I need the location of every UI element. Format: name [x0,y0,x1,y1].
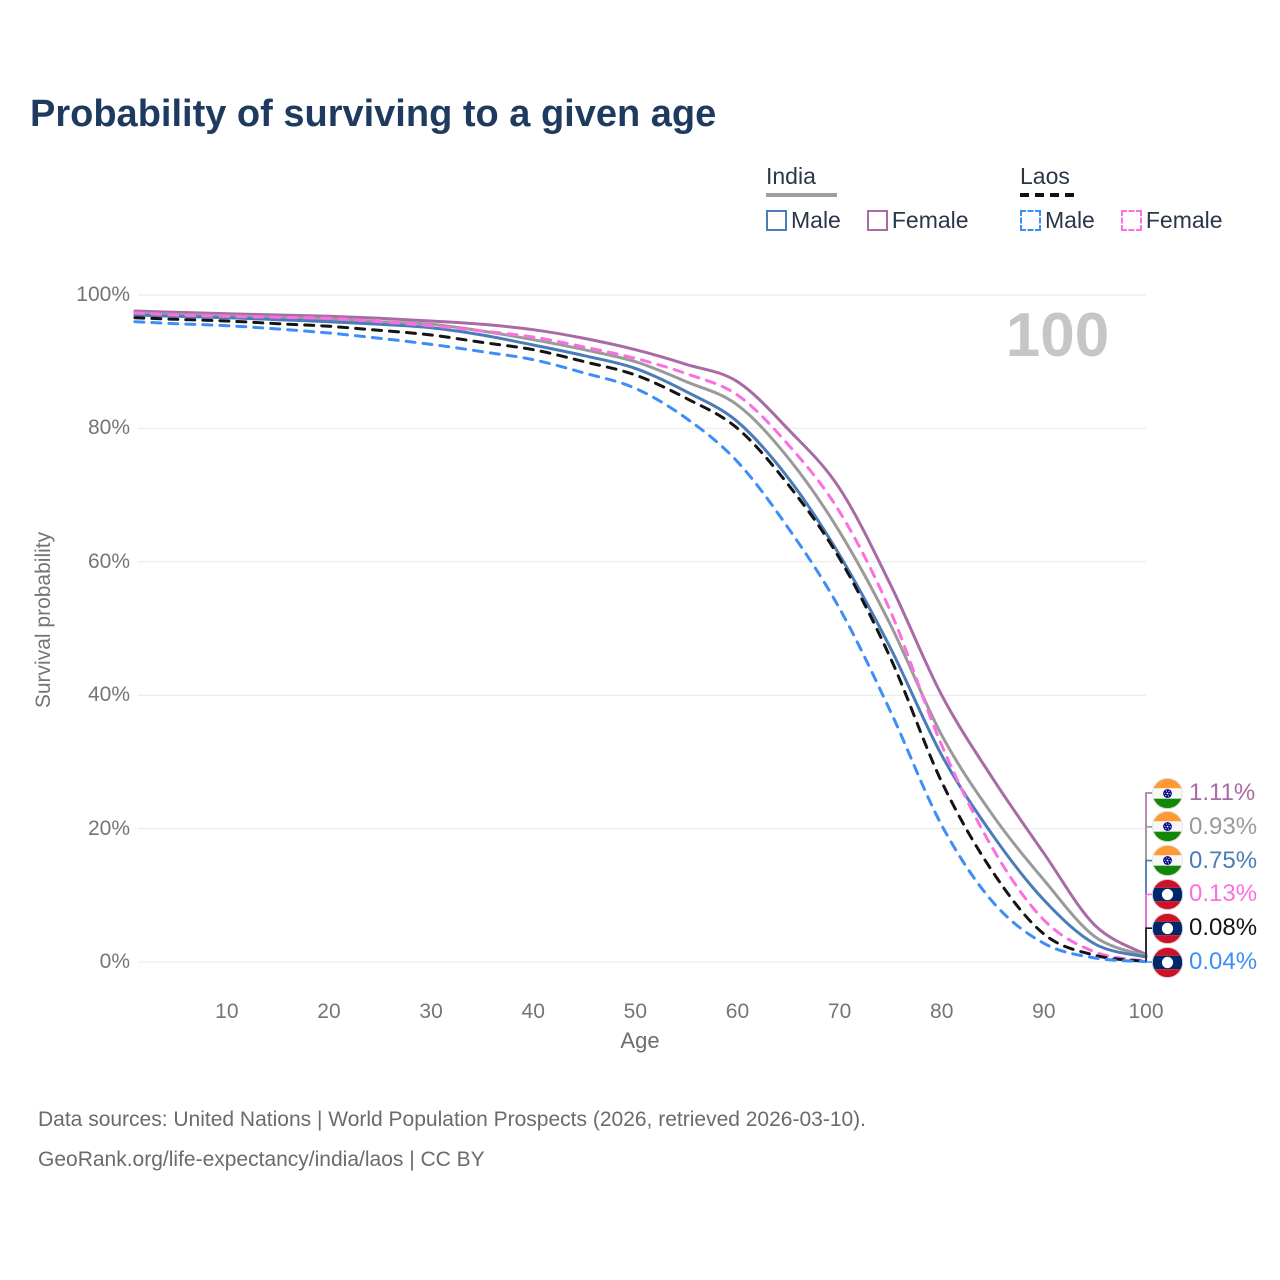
end-label-value: 0.13% [1189,880,1258,908]
legend-linestyle-sample [766,193,837,197]
x-axis-title: Age [620,1028,660,1053]
legend-linestyle-sample [1020,193,1078,197]
footer-attribution: GeoRank.org/life-expectancy/india/laos |… [38,1148,485,1171]
x-tick-label: 80 [930,1000,954,1023]
x-tick-label: 70 [827,1000,852,1023]
legend-country-label: India [766,163,816,189]
end-label-value: 0.08% [1189,914,1258,942]
legend-item-label: Male [1045,207,1095,233]
series-line-india-female [133,309,1148,957]
x-tick-label: 20 [317,1000,341,1023]
series-line-laos-female [133,311,1148,963]
legend-toggle-laos-female[interactable]: Female [1120,207,1223,234]
end-label-value: 0.75% [1189,846,1258,874]
checkbox-icon[interactable] [766,210,787,231]
y-tick-label: 0% [99,950,130,973]
laos-flag-icon [1152,878,1183,910]
hovered-age-indicator: 100 [1005,301,1110,370]
india-flag-icon [1152,777,1183,809]
legend-toggle-india-female[interactable]: Female [866,207,969,234]
legend-group-laos: Laos Male Female [1020,163,1223,234]
x-tick-label: 100 [1128,1000,1164,1023]
y-axis-title: Survival probability [32,531,55,709]
end-label-row: 0.93% [1152,811,1258,843]
series-line-laos-all- [133,316,1148,963]
end-label-value: 1.11% [1189,779,1256,806]
legend-toggle-india-male[interactable]: Male [766,207,841,234]
x-tick-label: 30 [419,1000,443,1023]
series-line-laos-male [133,320,1148,964]
legend-toggle-laos-male[interactable]: Male [1020,207,1095,234]
leader-line [1145,927,1152,962]
india-flag-icon [1152,811,1183,843]
y-tick-label: 80% [87,416,130,440]
legend-country-label: Laos [1020,163,1070,189]
legend-item-label: Female [1145,207,1223,233]
end-label-row: 0.75% [1152,845,1258,877]
x-tick-label: 50 [623,1000,648,1023]
checkbox-icon[interactable] [1120,210,1142,231]
x-tick-label: 90 [1032,1000,1056,1023]
laos-flag-icon [1152,912,1183,944]
y-tick-label: 60% [87,549,130,573]
x-tick-label: 40 [521,1000,545,1023]
chart-title: Probability of surviving to a given age [30,93,717,135]
series-line-india-all- [133,311,1148,958]
laos-flag-icon [1152,946,1183,978]
end-label-value: 0.93% [1189,812,1258,840]
end-label-row: 0.13% [1152,878,1258,910]
end-label-connectors [1145,792,1152,963]
end-label-row: 0.08% [1152,912,1258,944]
x-tick-label: 10 [215,1000,239,1023]
footer-sources: Data sources: United Nations | World Pop… [38,1108,867,1131]
end-label-value: 0.04% [1189,948,1258,975]
y-tick-label: 40% [87,683,130,707]
y-tick-label: 20% [87,816,130,840]
end-label-row: 0.04% [1152,946,1258,978]
checkbox-icon[interactable] [1020,210,1041,231]
end-label-row: 1.11% [1152,777,1256,809]
checkbox-icon[interactable] [866,210,888,231]
gridlines [138,294,1146,963]
legend-group-india: India Male Female [766,163,969,234]
legend-item-label: Male [791,207,841,233]
legend-item-label: Female [891,207,969,233]
series-line-india-male [133,313,1148,959]
series-curves [133,309,1148,964]
india-flag-icon [1152,845,1183,877]
y-tick-label: 100% [76,283,130,306]
x-tick-label: 60 [725,1000,750,1023]
